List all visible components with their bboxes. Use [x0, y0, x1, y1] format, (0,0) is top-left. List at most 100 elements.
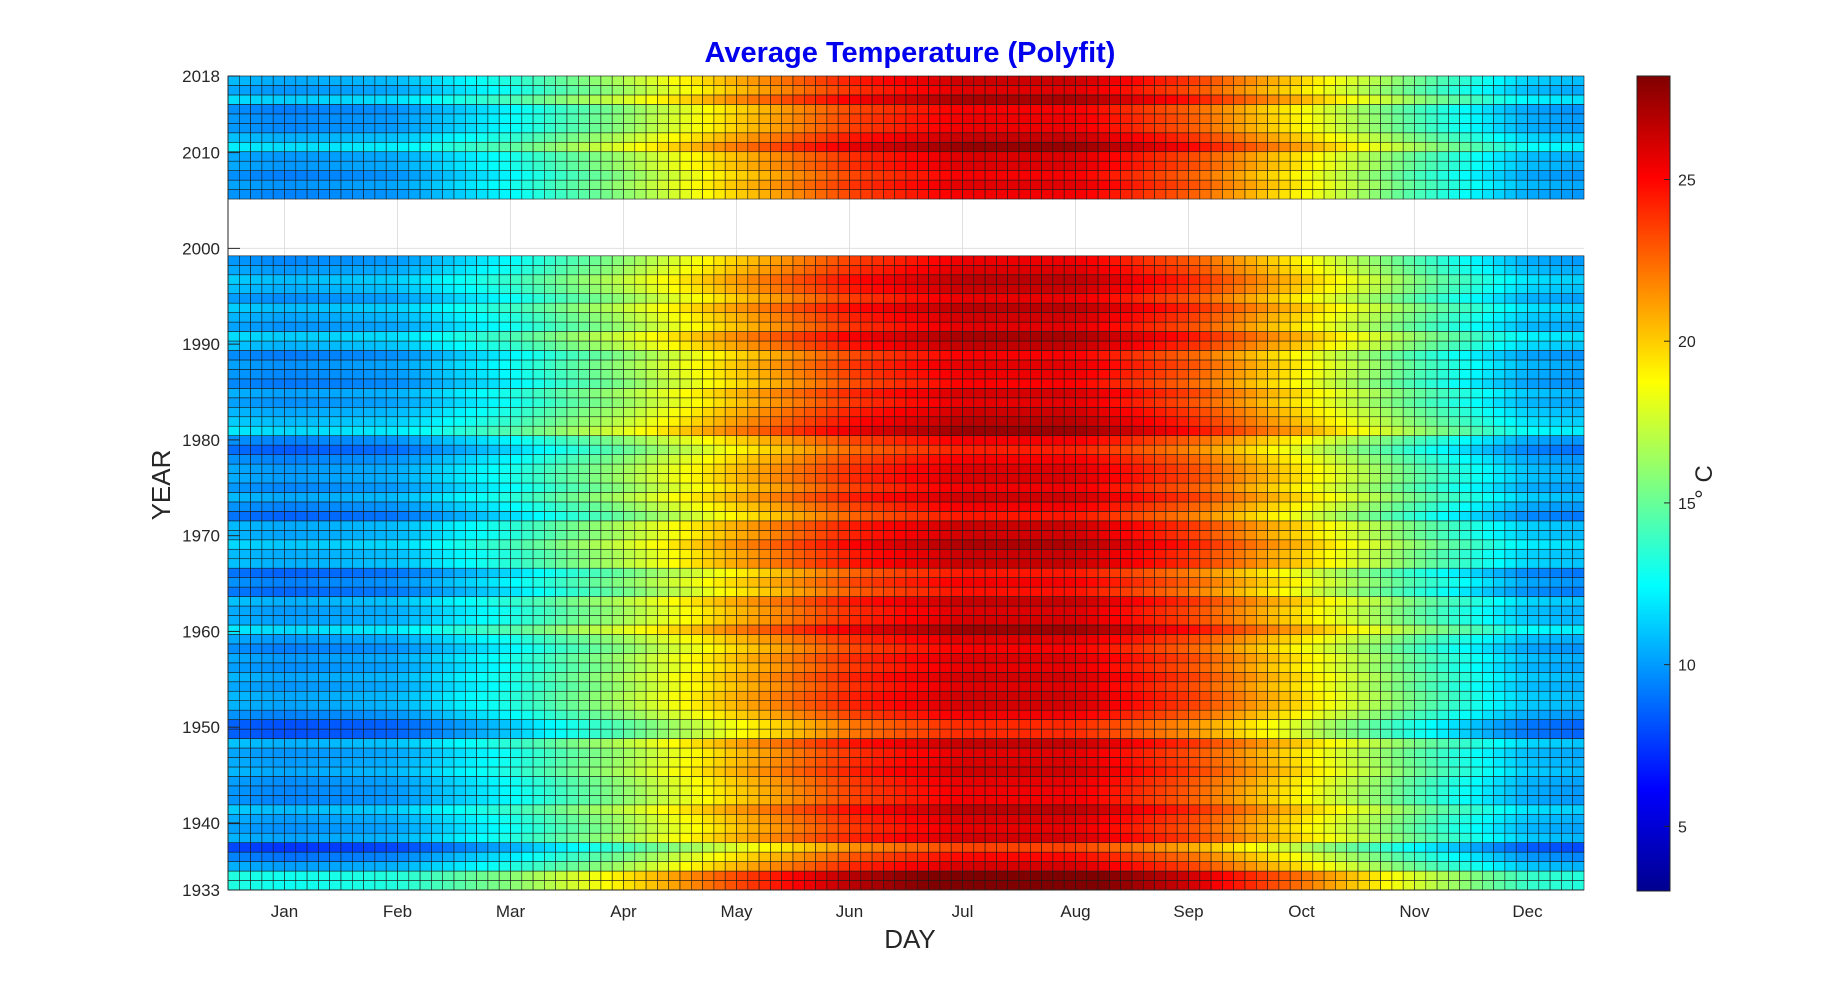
heatmap-cell [1381, 786, 1392, 795]
heatmap-cell [1437, 824, 1448, 833]
heatmap-cell [1347, 739, 1358, 748]
heatmap-cell [1573, 625, 1584, 634]
heatmap-cell [443, 720, 454, 729]
heatmap-cell [578, 701, 589, 710]
heatmap-cell [974, 606, 985, 615]
heatmap-cell [1042, 634, 1053, 643]
heatmap-cell [318, 729, 329, 738]
heatmap-cell [1042, 616, 1053, 625]
heatmap-cell [1403, 634, 1414, 643]
heatmap-cell [296, 511, 307, 520]
heatmap-cell [364, 549, 375, 558]
heatmap-cell [251, 606, 262, 615]
heatmap-cell [1550, 833, 1561, 842]
heatmap-cell [1222, 757, 1233, 766]
heatmap-cell [1448, 729, 1459, 738]
heatmap-cell [522, 616, 533, 625]
heatmap-cell [906, 729, 917, 738]
heatmap-cell [1494, 814, 1505, 823]
heatmap-cell [1505, 710, 1516, 719]
heatmap-cell [1234, 502, 1245, 511]
heatmap-cell [816, 578, 827, 587]
heatmap-cell [1426, 776, 1437, 785]
heatmap-cell [1030, 871, 1041, 880]
heatmap-cell [883, 805, 894, 814]
heatmap-cell [1528, 521, 1539, 530]
heatmap-cell [1098, 625, 1109, 634]
heatmap-cell [431, 814, 442, 823]
heatmap-cell [488, 739, 499, 748]
heatmap-cell [1539, 606, 1550, 615]
heatmap-cell [1369, 644, 1380, 653]
heatmap-cell [816, 833, 827, 842]
heatmap-cell [477, 805, 488, 814]
heatmap-cell [996, 852, 1007, 861]
heatmap-cell [725, 663, 736, 672]
heatmap-cell [872, 795, 883, 804]
heatmap-cell [1211, 578, 1222, 587]
heatmap-cell [1019, 720, 1030, 729]
heatmap-cell [318, 824, 329, 833]
heatmap-cell [1403, 833, 1414, 842]
heatmap-cell [838, 739, 849, 748]
heatmap-cell [465, 862, 476, 871]
heatmap-cell [612, 776, 623, 785]
heatmap-cell [1369, 701, 1380, 710]
heatmap-cell [963, 710, 974, 719]
heatmap-cell [1189, 710, 1200, 719]
heatmap-cell [883, 663, 894, 672]
heatmap-cell [1426, 824, 1437, 833]
heatmap-cell [669, 606, 680, 615]
heatmap-cell [872, 824, 883, 833]
heatmap-cell [1302, 871, 1313, 880]
heatmap-cell [714, 814, 725, 823]
heatmap-cell [296, 757, 307, 766]
heatmap-cell [680, 710, 691, 719]
heatmap-cell [273, 691, 284, 700]
heatmap-cell [1222, 540, 1233, 549]
heatmap-cell [251, 559, 262, 568]
heatmap-cell [1313, 701, 1324, 710]
heatmap-cell [499, 701, 510, 710]
heatmap-cell [601, 521, 612, 530]
heatmap-cell [917, 625, 928, 634]
heatmap-cell [1098, 852, 1109, 861]
heatmap-cell [1076, 701, 1087, 710]
heatmap-cell [285, 720, 296, 729]
heatmap-cell [1324, 881, 1335, 890]
heatmap-cell [714, 521, 725, 530]
heatmap-cell [465, 530, 476, 539]
heatmap-cell [251, 682, 262, 691]
heatmap-cell [273, 767, 284, 776]
heatmap-cell [262, 663, 273, 672]
heatmap-cell [1539, 833, 1550, 842]
heatmap-cell [590, 843, 601, 852]
heatmap-cell [770, 852, 781, 861]
heatmap-cell [578, 824, 589, 833]
heatmap-row [228, 701, 1584, 710]
heatmap-cell [1053, 653, 1064, 662]
heatmap-cell [1415, 663, 1426, 672]
heatmap-cell [1064, 833, 1075, 842]
heatmap-cell [1042, 852, 1053, 861]
heatmap-cell [759, 672, 770, 681]
heatmap-cell [635, 559, 646, 568]
heatmap-cell [906, 881, 917, 890]
heatmap-cell [544, 540, 555, 549]
heatmap-cell [748, 795, 759, 804]
heatmap-cell [850, 739, 861, 748]
heatmap-cell [804, 881, 815, 890]
heatmap-cell [963, 757, 974, 766]
heatmap-cell [477, 824, 488, 833]
heatmap-cell [1392, 549, 1403, 558]
heatmap-cell [1448, 862, 1459, 871]
heatmap-cell [996, 748, 1007, 757]
heatmap-cell [499, 805, 510, 814]
heatmap-cell [533, 767, 544, 776]
heatmap-cell [567, 521, 578, 530]
heatmap-cell [714, 720, 725, 729]
heatmap-cell [567, 814, 578, 823]
heatmap-cell [285, 502, 296, 511]
heatmap-cell [522, 805, 533, 814]
heatmap-cell [996, 824, 1007, 833]
